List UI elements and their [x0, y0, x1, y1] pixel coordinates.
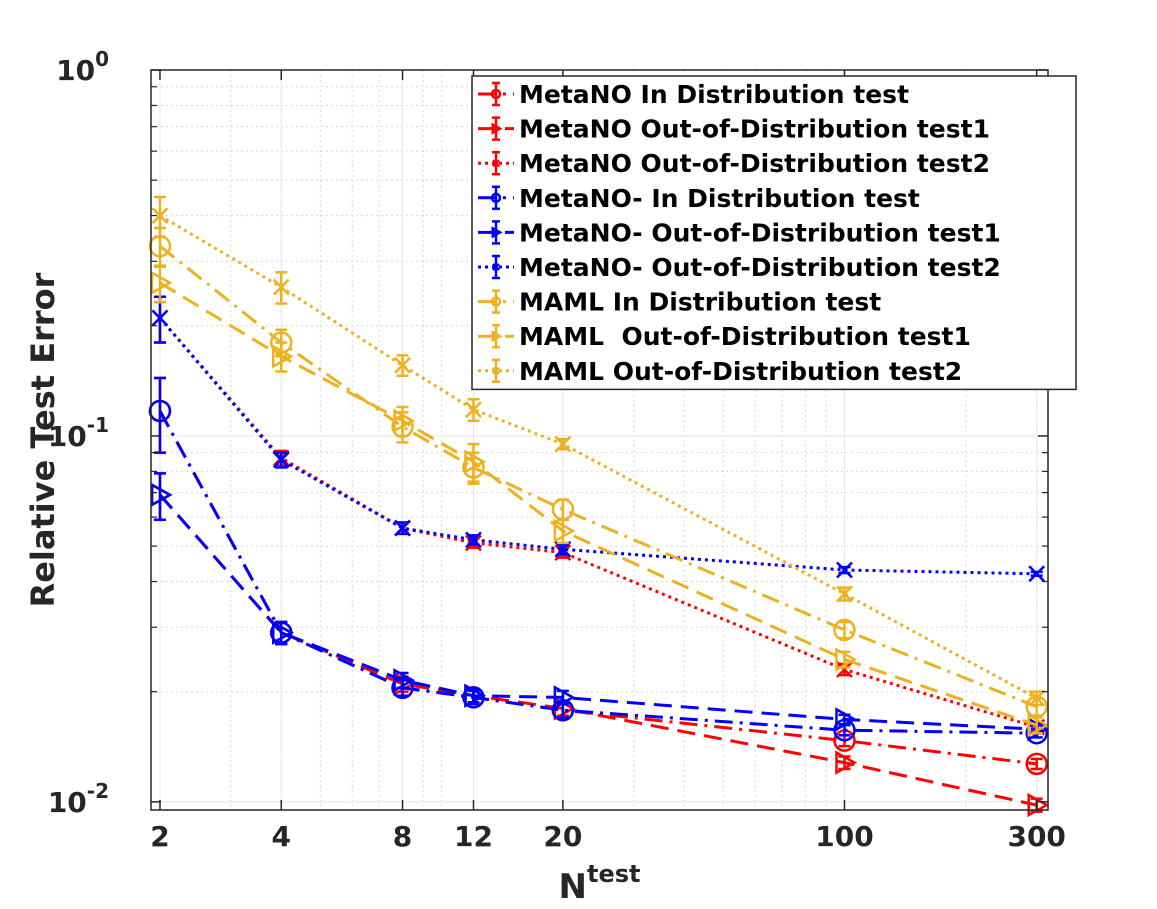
legend-swatch-marker [492, 366, 500, 375]
data-point [393, 668, 416, 693]
data-point [394, 356, 411, 374]
data-point [272, 344, 294, 369]
data-point [836, 661, 853, 678]
series-6 [151, 295, 1046, 583]
legend-swatch-marker [492, 159, 500, 168]
data-point [151, 309, 169, 327]
plot-frame [150, 69, 1049, 811]
data-point [393, 408, 416, 433]
data-point [554, 540, 572, 558]
data-point [1025, 752, 1048, 776]
grid [151, 69, 1048, 810]
x-tick-label: 12 [454, 820, 493, 853]
legend-entry: MAML In Distribution test [478, 288, 881, 317]
data-point [835, 647, 858, 672]
x-tick-label: 100 [815, 820, 873, 853]
data-point [465, 531, 482, 549]
legend-swatch-marker [491, 226, 503, 239]
data-point [462, 686, 485, 709]
legend-entry: MetaNO- Out-of-Distribution test2 [478, 253, 1001, 282]
data-point [150, 482, 173, 508]
data-point [272, 620, 294, 645]
series-8 [150, 264, 1050, 738]
svg-text:Ntest: Ntest [559, 860, 641, 907]
legend-swatch-marker [492, 263, 500, 271]
legend-label: MetaNO- Out-of-Distribution test2 [519, 253, 1001, 282]
series-9 [151, 195, 1046, 707]
x-axis-label-main: N [559, 867, 587, 907]
series-layer [148, 195, 1050, 818]
data-point [272, 451, 290, 469]
data-point [465, 401, 482, 419]
data-point [836, 585, 853, 603]
data-point [836, 561, 853, 579]
legend-entry: MetaNO Out-of-Distribution test1 [478, 115, 990, 144]
data-point [1028, 689, 1046, 707]
legend-label: MAML In Distribution test [519, 288, 881, 317]
x-tick-label: 8 [393, 820, 412, 853]
data-point [464, 683, 487, 708]
data-point [835, 750, 858, 775]
y-tick-label: 10-1 [48, 413, 109, 453]
legend-entry: MetaNO- Out-of-Distribution test1 [478, 218, 1001, 247]
legend-swatch-marker [490, 296, 502, 307]
legend-entry: MAML Out-of-Distribution test2 [478, 357, 962, 386]
data-point [150, 270, 173, 295]
legend-swatch-marker [491, 330, 503, 343]
x-tick-label: 4 [272, 820, 291, 853]
legend-label: MetaNO Out-of-Distribution test2 [519, 149, 990, 178]
legend-box [471, 75, 1077, 391]
data-point [1028, 565, 1046, 583]
legend-label: MetaNO- Out-of-Distribution test1 [519, 218, 1001, 247]
y-axis-label: Relative Test Error [24, 272, 62, 607]
legend-entry: MetaNO In Distribution test [478, 80, 909, 109]
data-point [1027, 713, 1050, 738]
data-point [835, 707, 858, 732]
legend: MetaNO In Distribution test MetaNO Out-of… [471, 75, 1077, 391]
data-point [151, 207, 169, 224]
x-axis-label: Ntest [559, 860, 641, 907]
legend-label: MAML Out-of-Distribution test2 [519, 357, 962, 386]
data-point [553, 518, 576, 544]
x-tick-label: 300 [1007, 820, 1065, 853]
x-axis-label-superscript: test [587, 860, 641, 888]
legend-swatch-marker [490, 192, 502, 204]
legend-label: MAML Out-of-Distribution test1 [519, 322, 971, 351]
legend-label: MetaNO- In Distribution test [519, 184, 920, 213]
legend-entry: MetaNO- In Distribution test [478, 184, 920, 213]
data-point [554, 435, 572, 453]
data-point [272, 278, 290, 296]
legend-label: MetaNO Out-of-Distribution test1 [519, 115, 990, 144]
data-point [148, 399, 172, 423]
legend-entry: MAML Out-of-Distribution test1 [478, 322, 971, 351]
y-tick-label: 10-2 [48, 779, 109, 819]
data-point [464, 449, 487, 474]
legend-swatch-marker [490, 88, 502, 100]
y-tick-label: 100 [56, 47, 109, 87]
data-point [833, 618, 856, 642]
axis-ticks: 2 4 8 12 20 100 300 10-2 10-1 100 [48, 47, 1066, 853]
data-point [553, 685, 576, 710]
legend-label: MetaNO In Distribution test [519, 80, 909, 109]
x-tick-label: 20 [543, 820, 582, 853]
legend-entry: MetaNO Out-of-Distribution test2 [478, 149, 990, 178]
data-point [394, 519, 411, 537]
x-tick-label: 2 [150, 820, 169, 853]
legend-swatch-marker [491, 122, 503, 135]
